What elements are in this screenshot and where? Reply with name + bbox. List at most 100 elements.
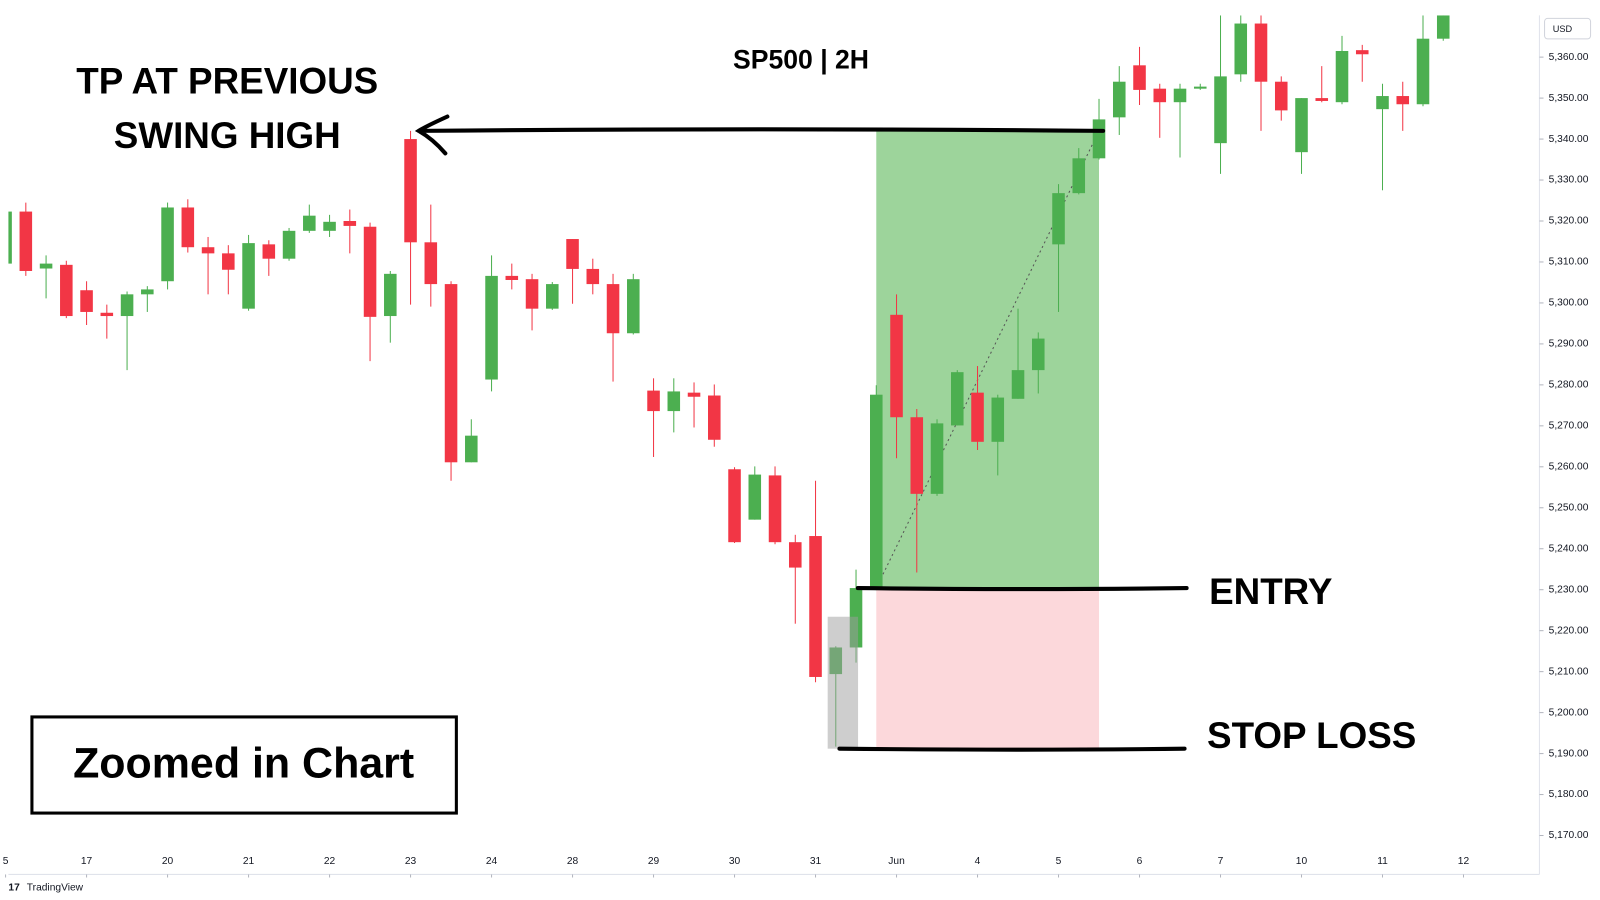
y-tick-label: 5,340.00 [1549,134,1589,145]
y-tick-label: 5,200.00 [1549,707,1589,718]
candle-body [1052,193,1065,245]
candle-body [444,284,458,463]
y-tick-label: 5,170.00 [1549,830,1589,841]
candle-body [606,284,620,334]
candle-body [647,390,660,412]
target-arrow [414,114,1106,156]
candle-body [1011,370,1025,399]
candle-body [1274,81,1288,111]
candle-body [1092,119,1106,159]
candle-body [627,279,640,334]
highlight-box [827,616,859,749]
candle-body [728,469,741,543]
candle-body [1376,96,1389,110]
x-tick-label: 22 [324,856,336,867]
candle-body [1396,96,1410,105]
candle-body [181,207,195,248]
candle-body [789,542,802,568]
candle-body [1355,50,1369,55]
candle-body [546,284,559,309]
candle-body [8,211,12,264]
x-tick-label: 17 [81,856,93,867]
y-tick-label: 5,210.00 [1549,666,1589,677]
candle-body [262,244,276,259]
y-tick-label: 5,260.00 [1549,462,1589,473]
candle-body [141,289,154,295]
candle-body [384,273,397,317]
candle-body [1133,65,1146,90]
candle-body [201,247,215,254]
y-tick-label: 5,360.00 [1549,52,1589,63]
x-tick-label: 21 [243,856,255,867]
candle-body [1173,88,1187,103]
chart-title: SP500 | 2H [733,44,869,74]
brand-logo: 17 [8,882,20,893]
target-zone [876,130,1100,589]
currency: USD [1553,24,1573,34]
annotation: TP AT PREVIOUS [76,61,378,102]
y-tick-label: 5,190.00 [1549,748,1589,759]
y-tick-label: 5,300.00 [1549,298,1589,309]
candle-body [910,417,924,494]
candle-body [1295,98,1308,153]
x-tick-label: 23 [405,856,417,867]
candle-body [809,536,822,677]
candle-body [687,392,701,397]
y-tick-label: 5,280.00 [1549,380,1589,391]
y-tick-label: 5,180.00 [1549,789,1589,800]
candle-body [424,242,438,285]
annotation: STOP LOSS [1207,715,1416,756]
x-tick-label: Jun [888,856,905,867]
candle-body [404,139,417,243]
y-tick-label: 5,230.00 [1549,584,1589,595]
candle-body [1315,98,1329,101]
candle-body [100,312,114,317]
y-tick-label: 5,320.00 [1549,216,1589,227]
candle-body [870,394,883,589]
candle-body [1335,50,1349,103]
x-tick-label: 10 [1296,856,1308,867]
x-tick-label: 5 [3,856,9,867]
candle-body [667,391,681,412]
y-tick-label: 5,350.00 [1549,93,1589,104]
candle-body [222,253,235,270]
x-tick-label: 12 [1458,856,1470,867]
x-tick-label: 11 [1377,856,1388,867]
stop-line [837,746,1187,752]
candle-body [303,215,316,231]
candle-body [343,220,357,226]
candle-body [566,239,579,269]
entry-line [855,586,1189,592]
candle-body [1214,76,1227,144]
candle-body [950,372,964,426]
label-box [30,715,458,815]
candle-body [505,275,519,280]
y-tick-label: 5,250.00 [1549,502,1589,513]
annotation: SWING HIGH [114,115,341,156]
overlay [414,114,1189,752]
candle-body [708,395,721,440]
candle-body [991,397,1005,442]
candle-body [525,279,539,309]
x-tick-label: 5 [1056,856,1062,867]
candle-body [1416,38,1430,105]
candle-body [39,263,53,269]
plot [8,15,1450,749]
annotation: ENTRY [1209,571,1332,612]
x-tick-label: 30 [729,856,741,867]
y-tick-label: 5,310.00 [1549,257,1589,268]
candle-body [19,211,33,271]
brand: TradingView [27,882,84,893]
x-tick-label: 6 [1137,856,1143,867]
x-tick-label: 7 [1218,856,1224,867]
candle-body [1436,15,1450,39]
candle-body [1153,88,1167,103]
x-tick-label: 20 [162,856,174,867]
y-tick-label: 5,290.00 [1549,339,1589,350]
candle-body [363,226,377,317]
x-tick-label: 31 [810,856,822,867]
stop-zone [876,588,1100,749]
y-tick-label: 5,330.00 [1549,175,1589,186]
x-tick-label: 24 [486,856,498,867]
